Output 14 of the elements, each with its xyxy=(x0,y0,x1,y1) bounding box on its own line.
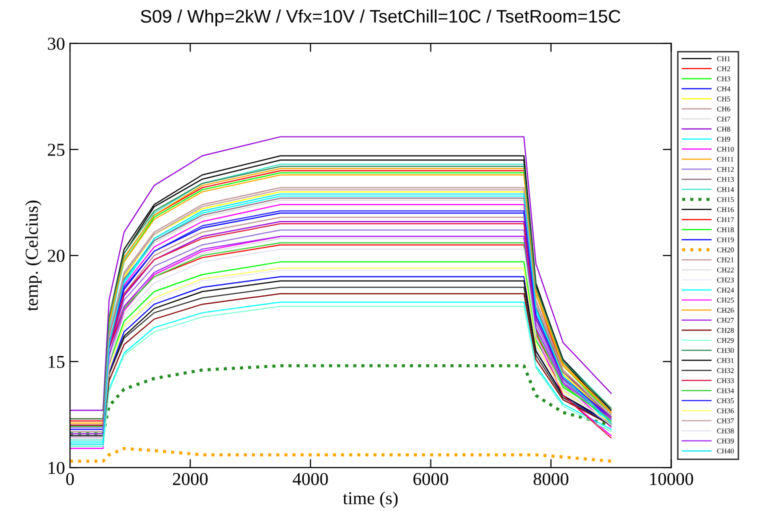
x-tick-label: 0 xyxy=(66,472,74,486)
x-tick-label: 6000 xyxy=(413,472,448,486)
x-tick-label: 4000 xyxy=(292,472,328,486)
x-axis-title: time (s) xyxy=(342,492,398,508)
chart-title: S09 / Whp=2kW / Vfx=10V / TsetChill=10C / TsetRoom=15C xyxy=(140,9,620,26)
x-tick-label: 8000 xyxy=(534,472,568,486)
y-tick-label: 20 xyxy=(48,250,64,262)
x-tick-label: 2000 xyxy=(172,472,208,486)
x-tick-label: 10000 xyxy=(650,472,694,486)
y-tick-label: 25 xyxy=(48,144,64,156)
y-axis-title: temp. (Celcius) xyxy=(25,200,42,311)
y-tick-label: 30 xyxy=(48,38,64,50)
y-tick-label: 15 xyxy=(48,356,64,368)
y-tick-label: 10 xyxy=(48,462,64,474)
